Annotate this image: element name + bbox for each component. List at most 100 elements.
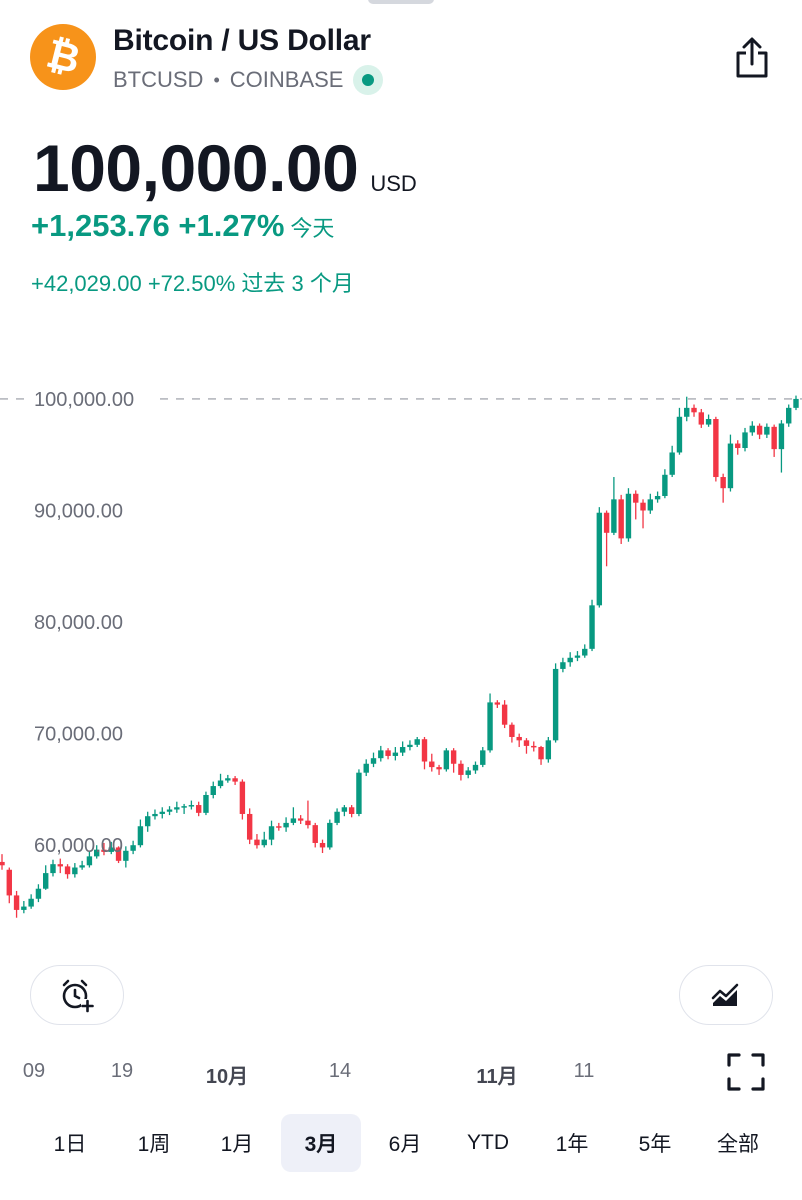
candle	[749, 421, 755, 436]
candle	[93, 845, 100, 859]
fullscreen-icon[interactable]	[726, 1052, 766, 1092]
candle	[713, 416, 719, 482]
candle	[465, 767, 471, 779]
price-currency: USD	[370, 171, 417, 196]
market-status-icon	[353, 65, 384, 95]
indicators-button[interactable]	[679, 965, 773, 1025]
candle	[633, 490, 639, 520]
candle	[297, 815, 304, 825]
y-tick-label: 70,000.00	[34, 724, 123, 746]
x-tick-label: 10月	[205, 1066, 249, 1088]
time-axis: 09 19 10月 14 11月 11	[0, 1060, 802, 1090]
x-tick-label: 11	[573, 1060, 595, 1082]
candle	[261, 831, 267, 848]
y-tick-label: 90,000.00	[34, 500, 123, 522]
y-tick-label: 80,000.00	[34, 612, 123, 634]
separator-dot: •	[213, 69, 220, 90]
candle	[290, 807, 297, 826]
candle	[567, 652, 573, 667]
candle	[407, 740, 413, 751]
candle	[327, 819, 333, 850]
candle	[494, 700, 501, 708]
candle	[6, 867, 12, 904]
candle	[210, 781, 216, 799]
y-tick-label: 100,000.00	[34, 390, 134, 411]
candle	[771, 424, 777, 457]
candle	[246, 808, 253, 845]
candle	[764, 423, 770, 438]
candle	[283, 817, 289, 832]
candle	[356, 769, 362, 817]
share-icon[interactable]	[732, 36, 772, 80]
candle	[450, 748, 457, 773]
candle	[0, 854, 5, 870]
candle	[137, 819, 144, 848]
last-price: 100,000.00	[33, 131, 359, 205]
x-tick-label: 09	[22, 1060, 46, 1082]
range-button[interactable]: 3月	[281, 1114, 361, 1172]
candle	[21, 900, 27, 914]
daily-change: +1,253.76 +1.27% 今天	[31, 208, 334, 244]
candle	[480, 747, 486, 768]
candle	[691, 404, 697, 417]
candle	[225, 774, 231, 783]
candle	[647, 493, 654, 514]
candle	[385, 748, 391, 760]
candle	[676, 407, 683, 455]
candle	[305, 800, 311, 829]
candle	[705, 414, 712, 427]
candle	[429, 753, 435, 772]
candle	[582, 644, 588, 658]
candle	[35, 884, 42, 903]
symbol-subtitle: BTCUSD • COINBASE	[113, 65, 384, 95]
y-tick-label: 60,000.00	[34, 835, 123, 857]
candle	[611, 477, 617, 536]
alarm-plus-icon	[62, 979, 94, 1013]
candle	[684, 396, 690, 422]
candle	[217, 773, 224, 789]
candle	[443, 748, 450, 772]
candle	[123, 846, 129, 868]
range-button[interactable]: 全部	[717, 1133, 759, 1156]
candle	[421, 736, 428, 770]
candle	[79, 860, 85, 870]
candle	[392, 747, 399, 761]
candle	[174, 801, 180, 813]
bitcoin-logo-icon: ₿	[30, 24, 96, 90]
candle	[115, 846, 122, 864]
candle	[50, 859, 56, 877]
candle	[188, 800, 195, 810]
range-button[interactable]: 5年	[638, 1133, 672, 1156]
daily-change-label: 今天	[290, 216, 335, 241]
candle	[545, 736, 552, 763]
add-alert-button[interactable]	[30, 965, 124, 1025]
candle	[625, 488, 632, 542]
candle	[254, 834, 260, 849]
x-tick-label: 11月	[476, 1066, 518, 1088]
range-button[interactable]: 1年	[555, 1133, 589, 1156]
candle	[538, 745, 544, 765]
candle	[57, 858, 63, 874]
candle	[662, 469, 668, 499]
candle	[334, 808, 340, 826]
candle	[727, 434, 734, 492]
range-button[interactable]: 1日	[53, 1133, 87, 1156]
range-button[interactable]: YTD	[467, 1131, 509, 1154]
range-button[interactable]: 1周	[137, 1133, 171, 1156]
range-button[interactable]: 6月	[388, 1133, 422, 1156]
candle	[552, 663, 559, 743]
candle	[268, 820, 275, 846]
candlestick-chart[interactable]: 100,000.00 90,000.00 80,000.00 70,000.00 60,…	[0, 390, 802, 930]
candle	[640, 499, 646, 529]
candle	[669, 445, 675, 478]
candle	[436, 764, 442, 775]
candle	[516, 733, 522, 748]
ticker-symbol: BTCUSD	[113, 67, 204, 92]
range-button[interactable]: 1月	[220, 1133, 254, 1156]
x-tick-label: 19	[110, 1060, 134, 1082]
candle	[152, 809, 158, 820]
candle	[720, 473, 726, 503]
sheet-handle[interactable]	[368, 0, 434, 4]
exchange-name: COINBASE	[229, 67, 344, 92]
candle	[203, 791, 209, 816]
